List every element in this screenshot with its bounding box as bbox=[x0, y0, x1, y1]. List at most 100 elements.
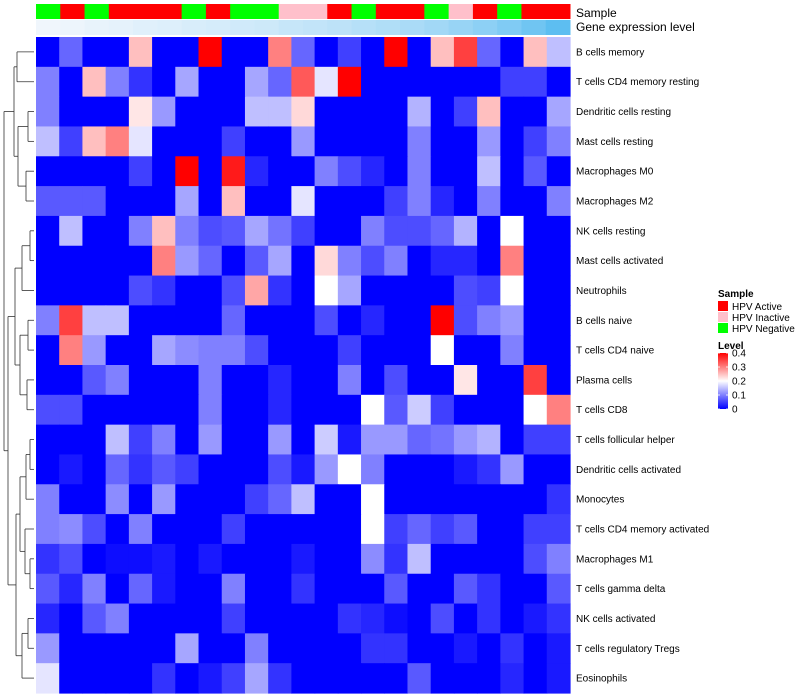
heatmap-cell bbox=[128, 603, 153, 634]
heatmap-cell bbox=[546, 573, 571, 605]
heatmap-cell bbox=[337, 514, 362, 545]
heatmap-cell bbox=[384, 394, 409, 426]
heatmap-cell bbox=[523, 484, 548, 515]
heatmap-cell bbox=[361, 424, 385, 456]
gene-expression-cell bbox=[84, 20, 110, 35]
heatmap-cell bbox=[105, 603, 130, 634]
heatmap-cell bbox=[268, 663, 292, 694]
heatmap-cell bbox=[128, 37, 153, 68]
row-label: T cells CD8 bbox=[576, 405, 628, 416]
heatmap-cell bbox=[268, 275, 292, 306]
heatmap-cell bbox=[198, 543, 223, 575]
heatmap-cell bbox=[291, 514, 316, 545]
heatmap-cell bbox=[337, 215, 362, 247]
heatmap-cell bbox=[221, 454, 246, 485]
heatmap-cell bbox=[546, 394, 571, 426]
heatmap-cell bbox=[314, 573, 339, 605]
heatmap-cell bbox=[175, 66, 200, 98]
heatmap-cell bbox=[453, 394, 478, 426]
heatmap-cell bbox=[36, 156, 60, 187]
sample-annotation-cell bbox=[157, 4, 183, 19]
sample-annotation-cell bbox=[133, 4, 158, 19]
heatmap-cell bbox=[384, 305, 409, 336]
heatmap-cell bbox=[175, 514, 200, 545]
heatmap-cell bbox=[361, 156, 385, 187]
heatmap-cell bbox=[221, 245, 246, 277]
row-label: Neutrophils bbox=[576, 286, 627, 297]
heatmap-cell bbox=[523, 365, 548, 396]
heatmap-cell bbox=[361, 186, 385, 217]
heatmap-cell bbox=[221, 96, 246, 128]
heatmap-cell bbox=[198, 275, 223, 306]
heatmap-cell bbox=[175, 186, 200, 217]
row-label: T cells CD4 memory resting bbox=[576, 77, 699, 88]
heatmap-cell bbox=[105, 365, 130, 396]
heatmap-cell bbox=[268, 543, 292, 575]
heatmap-cell bbox=[453, 215, 478, 247]
heatmap-cell bbox=[407, 245, 432, 277]
heatmap-cell bbox=[105, 96, 130, 128]
gene-expression-cell bbox=[424, 20, 450, 35]
heatmap-cell bbox=[36, 484, 60, 515]
heatmap-cell bbox=[361, 66, 385, 98]
heatmap-cell bbox=[453, 514, 478, 545]
heatmap-cell bbox=[477, 275, 501, 306]
gene-expression-cell bbox=[448, 20, 474, 35]
gene-expression-cell bbox=[497, 20, 522, 35]
heatmap-cell bbox=[500, 335, 525, 366]
heatmap-cell bbox=[337, 633, 362, 664]
gene-expression-cell bbox=[278, 20, 304, 35]
heatmap-cell bbox=[453, 186, 478, 217]
heatmap-cell bbox=[82, 37, 107, 68]
heatmap-cell bbox=[384, 37, 409, 68]
gene-expression-cell bbox=[157, 20, 183, 35]
heatmap-cell bbox=[430, 603, 455, 634]
sample-annotation-cell bbox=[424, 4, 450, 19]
row-label: Monocytes bbox=[576, 495, 624, 506]
heatmap-cell bbox=[477, 96, 501, 128]
heatmap-cell bbox=[128, 215, 153, 247]
heatmap-cell bbox=[82, 365, 107, 396]
row-label: Plasma cells bbox=[576, 375, 632, 386]
heatmap-cell bbox=[36, 514, 60, 545]
heatmap-cell bbox=[198, 514, 223, 545]
heatmap-cell bbox=[337, 603, 362, 634]
heatmap-cell bbox=[198, 305, 223, 336]
heatmap-cell bbox=[546, 663, 571, 694]
heatmap-cell bbox=[361, 603, 385, 634]
heatmap-cell bbox=[244, 394, 269, 426]
heatmap-cell bbox=[152, 454, 176, 485]
heatmap-cell bbox=[268, 66, 292, 98]
heatmap-cell bbox=[453, 66, 478, 98]
sample-annotation-label: Sample bbox=[576, 6, 617, 20]
heatmap-cell bbox=[244, 573, 269, 605]
gene-expression-cell bbox=[108, 20, 134, 35]
heatmap-cell bbox=[314, 156, 339, 187]
heatmap-cell bbox=[291, 394, 316, 426]
heatmap-cell bbox=[59, 96, 84, 128]
heatmap-cell bbox=[430, 633, 455, 664]
gene-expression-cell bbox=[303, 20, 328, 35]
heatmap-cell bbox=[244, 603, 269, 634]
heatmap-cell bbox=[221, 663, 246, 694]
heatmap-cell bbox=[500, 514, 525, 545]
gene-expression-cell bbox=[205, 20, 231, 35]
heatmap-cell bbox=[198, 37, 223, 68]
heatmap-cell bbox=[500, 394, 525, 426]
sample-annotation-cell bbox=[181, 4, 207, 19]
heatmap-cell bbox=[337, 126, 362, 157]
sample-annotation-cell bbox=[497, 4, 522, 19]
heatmap-cell bbox=[59, 394, 84, 426]
heatmap-cell bbox=[546, 484, 571, 515]
heatmap-cell bbox=[198, 633, 223, 664]
heatmap-cell bbox=[314, 543, 339, 575]
heatmap-cell bbox=[314, 37, 339, 68]
heatmap-cell bbox=[268, 514, 292, 545]
gene-expression-cell bbox=[327, 20, 353, 35]
heatmap-cell bbox=[523, 663, 548, 694]
heatmap-cell bbox=[36, 573, 60, 605]
sample-annotation-cell bbox=[327, 4, 353, 19]
heatmap-cell bbox=[546, 543, 571, 575]
heatmap-cell bbox=[314, 394, 339, 426]
heatmap-cell bbox=[384, 245, 409, 277]
